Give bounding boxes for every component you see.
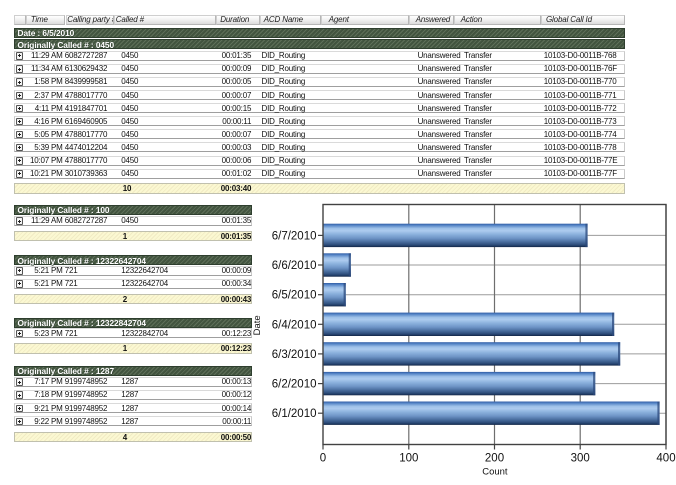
- svg-text:400: 400: [656, 453, 675, 465]
- svg-text:Count: Count: [482, 467, 508, 478]
- svg-text:6/5/2010: 6/5/2010: [272, 290, 317, 302]
- svg-text:6/6/2010: 6/6/2010: [272, 260, 317, 272]
- svg-text:6/4/2010: 6/4/2010: [272, 319, 317, 331]
- svg-text:200: 200: [485, 453, 504, 465]
- svg-text:6/1/2010: 6/1/2010: [272, 408, 317, 420]
- svg-text:0: 0: [320, 453, 326, 465]
- svg-text:Date: Date: [252, 315, 263, 335]
- svg-text:6/3/2010: 6/3/2010: [272, 349, 317, 361]
- svg-text:100: 100: [399, 453, 418, 465]
- svg-text:6/2/2010: 6/2/2010: [272, 379, 317, 391]
- svg-text:6/7/2010: 6/7/2010: [272, 230, 317, 242]
- svg-text:300: 300: [571, 453, 590, 465]
